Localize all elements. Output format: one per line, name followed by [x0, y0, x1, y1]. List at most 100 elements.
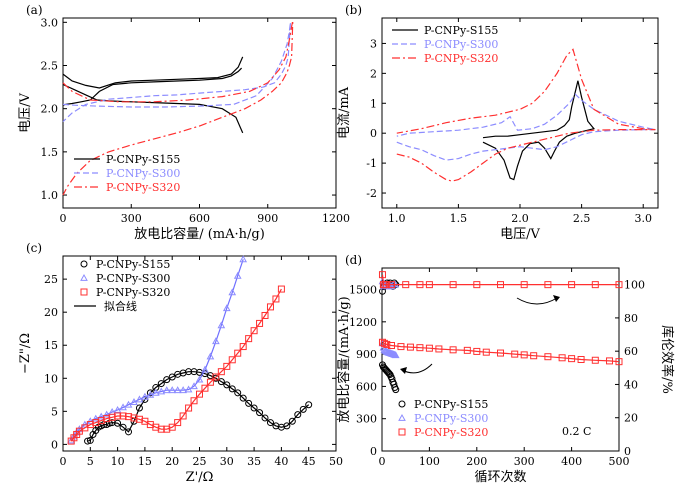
- data-point-s155: [206, 372, 214, 380]
- data-point-s300: [239, 255, 248, 263]
- series-s155: [482, 80, 595, 181]
- data-point-s320: [174, 419, 182, 427]
- data-point-s300: [80, 420, 89, 428]
- data-point-s320: [119, 412, 127, 420]
- legend-label: P-CNPy-S320: [106, 181, 180, 194]
- panel-b: 1.0 1.5 2.0 2.5 3.0 -2 -1 0 1 2 3 电压/V 电流/mA (b) P-CNP…: [337, 3, 659, 242]
- x-tick-label: 0: [60, 212, 67, 225]
- panel-d: 0 100 200 300 400 500030060090012001500循环次数放电…: [336, 253, 675, 485]
- arrow-head: [553, 295, 560, 302]
- x-tick-label: 2.5: [573, 212, 591, 225]
- data-point-s320: [157, 425, 165, 433]
- x-tick-label: 200: [466, 455, 487, 468]
- capacity-point-s320: [378, 338, 386, 346]
- data-point-s320: [228, 356, 236, 364]
- legend-label: P-CNPy-S155: [106, 153, 180, 166]
- data-point-s155: [234, 389, 242, 397]
- legend-label: P-CNPy-S155: [96, 258, 170, 271]
- data-point-s320: [223, 362, 231, 370]
- panel-a: 0 300 600 900 1200 1.0 1.5 2.0 2.5 3.0 放电比容量/ (mA·…: [18, 3, 350, 242]
- panel-label: (b): [345, 3, 362, 17]
- legend-label: P-CNPy-S300: [424, 38, 498, 51]
- data-point-s300: [151, 388, 160, 396]
- data-point-s300: [119, 403, 127, 411]
- data-point-s155: [288, 417, 296, 425]
- data-point-s155: [305, 401, 313, 409]
- x-tick-label: 600: [189, 212, 210, 225]
- data-point-s300: [179, 386, 187, 394]
- x-axis-label: 循环次数: [474, 469, 526, 485]
- y-tick-label: -1: [366, 157, 377, 170]
- data-point-s155: [168, 373, 176, 381]
- x-tick-label: 25: [193, 455, 207, 468]
- data-point-s155: [283, 422, 291, 430]
- data-point-s320: [152, 423, 160, 431]
- y-axis-label: 电压/V: [18, 93, 33, 133]
- legend-label: P-CNPy-S300: [96, 272, 170, 285]
- y-axis-label: 放电比容量/(mA·h/g): [336, 296, 352, 422]
- y-right-axis-label: 库伦效率/%: [659, 325, 675, 394]
- data-point-s155: [185, 368, 193, 376]
- data-point-s155: [261, 414, 269, 422]
- data-point-s320: [114, 412, 122, 420]
- data-point-s320: [179, 412, 187, 420]
- legend-marker: [80, 273, 88, 281]
- y-tick-label: 0: [370, 445, 377, 458]
- y-right-tick-label: 100: [624, 279, 645, 292]
- data-point-s320: [245, 335, 253, 343]
- series-s155-discharge: [62, 83, 244, 134]
- y-tick-label: 0: [51, 438, 58, 451]
- data-point-s155: [86, 436, 94, 444]
- legend-label: P-CNPy-S155: [424, 24, 498, 37]
- data-point-s155: [135, 404, 143, 412]
- legend-label: P-CNPy-S320: [414, 426, 488, 439]
- x-tick-label: 30: [220, 455, 234, 468]
- plot-frame: [62, 17, 337, 209]
- x-tick-label: 0: [60, 455, 67, 468]
- y-tick-label: 900: [356, 348, 377, 361]
- y-tick-label: -2: [366, 187, 377, 200]
- data-point-s320: [250, 327, 258, 335]
- x-tick-label: 50: [329, 455, 343, 468]
- y-tick-label: 0: [370, 127, 377, 140]
- data-point-s320: [266, 303, 274, 311]
- x-tick-label: 10: [111, 455, 125, 468]
- x-tick-label: 500: [609, 455, 630, 468]
- data-point-s155: [266, 419, 274, 427]
- data-point-s320: [108, 413, 116, 421]
- y-axis-label: −Z"/Ω: [18, 333, 33, 374]
- y-tick-label: 2.5: [41, 60, 59, 73]
- data-point-s300: [157, 387, 166, 395]
- data-point-s300: [173, 386, 182, 394]
- data-point-s300: [113, 405, 122, 413]
- plot-frame: [381, 267, 620, 452]
- data-point-s300: [168, 386, 177, 394]
- panel-label: (d): [345, 253, 362, 267]
- data-point-s155: [239, 394, 247, 402]
- legend-marker: [398, 400, 406, 408]
- y-right-tick-label: 20: [624, 412, 638, 425]
- data-point-s320: [163, 425, 171, 433]
- legend-marker: [80, 260, 88, 268]
- legend-label: P-CNPy-S320: [424, 52, 498, 65]
- arrow-head: [400, 367, 407, 374]
- data-point-s320: [86, 421, 94, 429]
- series-s320: [396, 48, 656, 182]
- data-point-s155: [114, 419, 122, 427]
- y-axis-label: 电流/mA: [337, 86, 352, 139]
- data-point-s320: [206, 378, 214, 386]
- panel-label: (a): [26, 3, 43, 17]
- data-point-s300: [212, 337, 220, 345]
- data-point-s320: [135, 415, 143, 423]
- efficiency-trend-s320: [381, 274, 619, 286]
- data-point-s155: [125, 428, 133, 436]
- efficiency-point-s300: [380, 282, 388, 290]
- capacity-trend-s320: [382, 341, 620, 363]
- x-tick-label: 1.0: [388, 212, 406, 225]
- panel-c: 0 5 10 15 20 25 30 35 40 45 50 0 5 10 15 20 25 Z'/Ω −Z"/Ω (…: [18, 241, 343, 485]
- data-point-s320: [256, 319, 264, 327]
- y-tick-label: 300: [356, 413, 377, 426]
- x-axis-label: Z'/Ω: [186, 470, 214, 485]
- capacity-point-s300: [391, 351, 400, 359]
